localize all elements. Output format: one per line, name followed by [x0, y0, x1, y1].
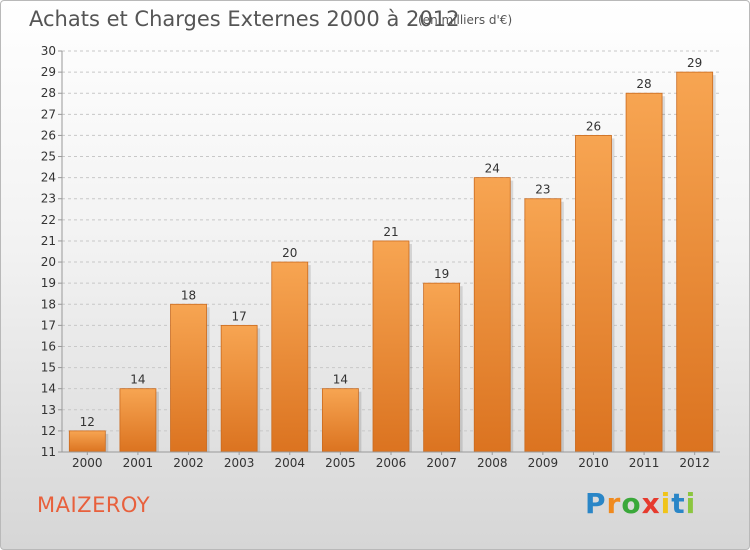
x-tick-label-2010: 2010 — [578, 456, 609, 470]
data-label-2010: 26 — [586, 119, 601, 133]
data-label-2004: 20 — [282, 246, 297, 260]
y-tick-label: 27 — [41, 107, 56, 121]
bar-2005 — [321, 388, 359, 453]
data-label-2003: 17 — [232, 309, 247, 323]
data-label-2006: 21 — [383, 225, 398, 239]
x-axis-ticks: 2000 2001 2002 2003 2004 2005 2006 2007 2008 2009… — [62, 451, 720, 470]
data-label-2000: 12 — [80, 415, 95, 429]
x-tick-label-2003: 2003 — [224, 456, 255, 470]
bar-2012 — [676, 71, 714, 453]
y-tick-label: 11 — [41, 445, 56, 459]
logo-letter: r — [606, 487, 622, 520]
y-tick-label: 23 — [41, 192, 56, 206]
bar-2000 — [68, 430, 106, 453]
y-tick-label: 13 — [41, 403, 56, 417]
y-tick-label: 29 — [41, 65, 56, 79]
data-label-2008: 24 — [485, 162, 500, 176]
y-tick-label: 21 — [41, 234, 56, 248]
bars — [68, 71, 716, 453]
y-tick-label: 20 — [41, 255, 56, 269]
data-label-2011: 28 — [636, 77, 651, 91]
bar-2006 — [372, 240, 410, 453]
x-tick-label-2004: 2004 — [274, 456, 305, 470]
y-tick-label: 28 — [41, 86, 56, 100]
y-tick-label: 22 — [41, 213, 56, 227]
data-label-2009: 23 — [535, 183, 550, 197]
logo-letter: i — [660, 487, 672, 520]
commune-name: MAIZEROY — [37, 493, 151, 517]
y-tick-label: 30 — [41, 44, 56, 58]
x-tick-label-2011: 2011 — [629, 456, 660, 470]
x-tick-label-2012: 2012 — [679, 456, 710, 470]
chart-subtitle: (en milliers d'€) — [418, 13, 513, 27]
bar-2007 — [423, 282, 461, 453]
data-labels: 12 14 18 17 20 14 21 19 24 23 26 28 29 — [80, 56, 703, 429]
logo-letter: t — [671, 487, 686, 520]
y-tick-label: 14 — [41, 382, 56, 396]
y-tick-label: 25 — [41, 150, 56, 164]
bar-2004 — [271, 261, 309, 453]
x-tick-label-2008: 2008 — [477, 456, 508, 470]
bar-2011 — [625, 92, 663, 453]
x-tick-label-2006: 2006 — [376, 456, 407, 470]
y-axis-ticks: 11 12 13 14 15 16 17 18 19 20 21 22 23 24 25 26 27 28 29 30 — [41, 44, 63, 459]
x-tick-label-2001: 2001 — [123, 456, 154, 470]
y-tick-label: 19 — [41, 276, 56, 290]
x-tick-label-2002: 2002 — [173, 456, 204, 470]
x-tick-label-2009: 2009 — [528, 456, 559, 470]
x-tick-label-2005: 2005 — [325, 456, 356, 470]
data-label-2012: 29 — [687, 56, 702, 70]
bar-2010 — [575, 135, 612, 453]
bar-2003 — [220, 324, 258, 453]
data-label-2001: 14 — [130, 373, 145, 387]
y-tick-label: 12 — [41, 424, 56, 438]
y-tick-label: 16 — [41, 339, 56, 353]
x-tick-label-2007: 2007 — [426, 456, 457, 470]
logo-letter: o — [621, 487, 642, 520]
bar-2002 — [170, 303, 207, 453]
logo-letter: P — [585, 487, 607, 520]
y-tick-label: 17 — [41, 318, 56, 332]
logo-letter: i — [685, 487, 697, 520]
bar-2001 — [119, 388, 157, 453]
chart-title: Achats et Charges Externes 2000 à 2012 — [29, 7, 460, 31]
x-tick-label-2000: 2000 — [72, 456, 103, 470]
y-tick-label: 24 — [41, 171, 56, 185]
data-label-2007: 19 — [434, 267, 449, 281]
y-tick-label: 18 — [41, 297, 56, 311]
logo-letter: x — [641, 487, 661, 520]
proxiti-logo: Proxiti — [585, 487, 696, 520]
bar-2008 — [473, 177, 511, 453]
y-tick-label: 26 — [41, 128, 56, 142]
data-label-2002: 18 — [181, 288, 196, 302]
bar-2009 — [524, 198, 562, 453]
data-label-2005: 14 — [333, 373, 348, 387]
y-tick-label: 15 — [41, 361, 56, 375]
